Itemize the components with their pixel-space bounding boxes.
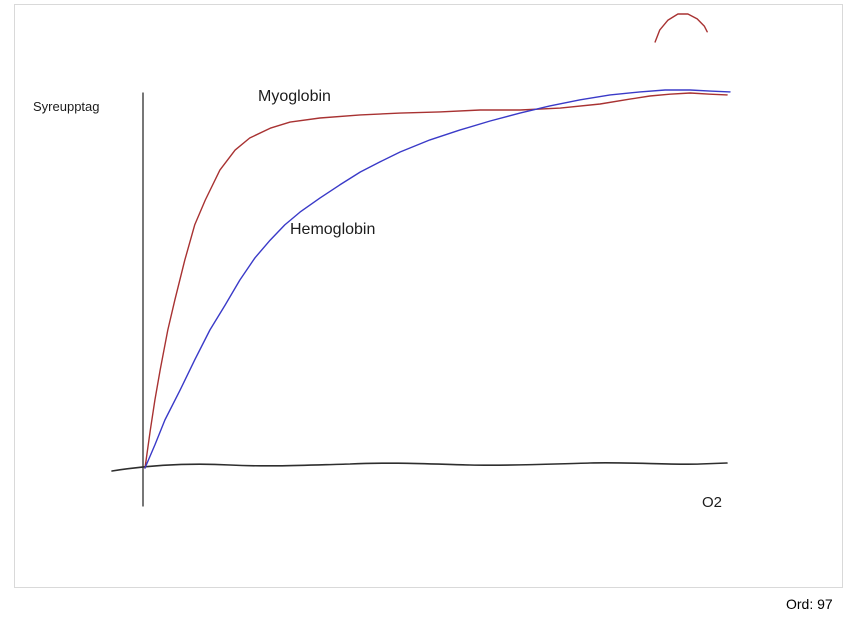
y-axis-label: Syreupptag bbox=[33, 99, 100, 114]
word-count: Ord: 97 bbox=[786, 596, 833, 612]
hemoglobin-series-label: Hemoglobin bbox=[290, 221, 376, 238]
myoglobin-series-label: Myoglobin bbox=[258, 88, 331, 105]
x-axis-label: O2 bbox=[702, 494, 723, 511]
